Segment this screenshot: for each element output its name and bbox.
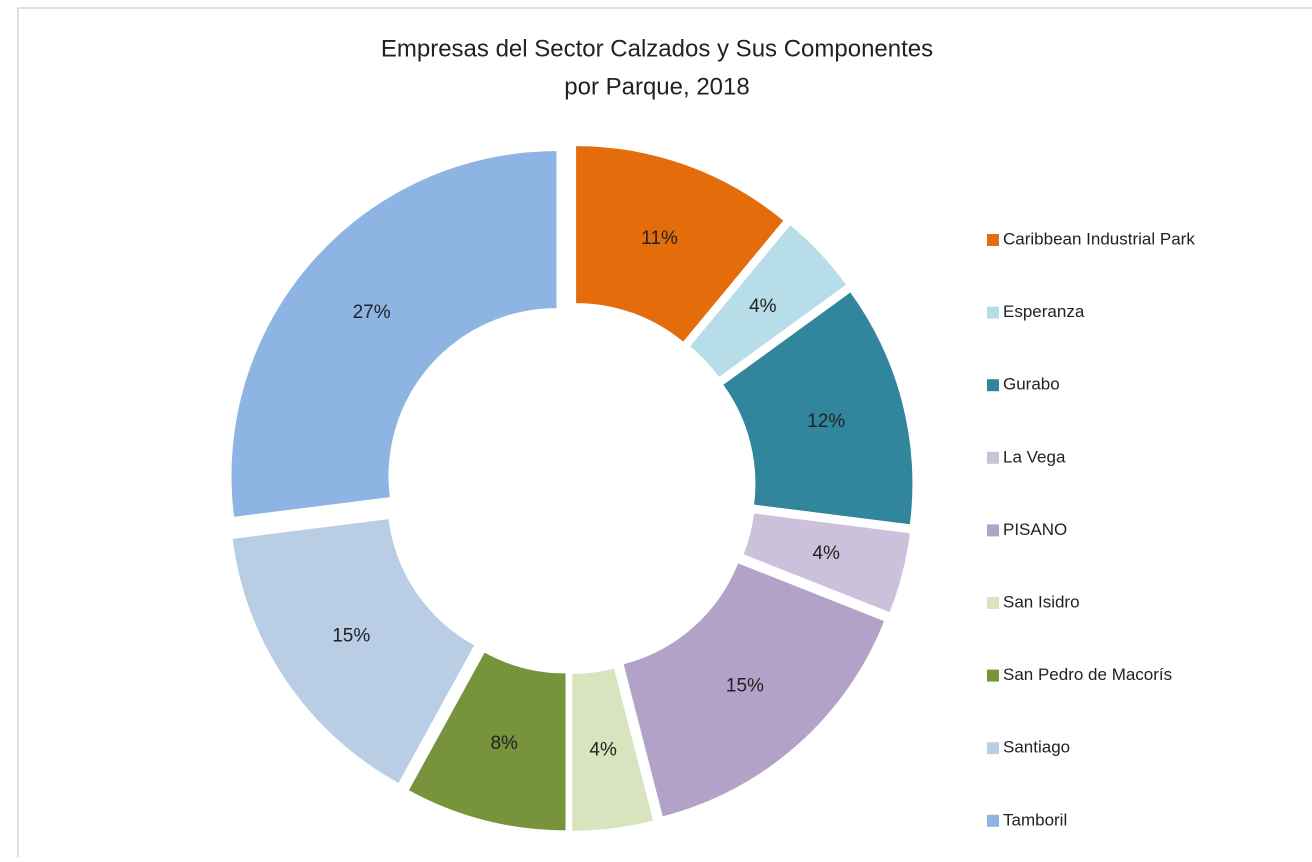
legend-swatch — [987, 814, 999, 827]
legend-swatch — [987, 306, 999, 319]
donut-slice — [623, 563, 885, 817]
legend-swatch — [987, 451, 999, 464]
legend-label: San Isidro — [1003, 592, 1080, 611]
data-label: 4% — [812, 543, 840, 564]
donut-slice — [690, 225, 847, 377]
data-label: 4% — [589, 739, 617, 760]
donut-slice — [231, 151, 557, 517]
legend-swatch — [987, 379, 999, 392]
legend-label: PISANO — [1003, 520, 1067, 539]
donut-slice — [408, 652, 566, 831]
legend-label: Santiago — [1003, 738, 1070, 757]
legend-swatch — [987, 669, 999, 682]
legend-swatch — [987, 234, 999, 246]
donut-slice — [743, 513, 910, 613]
chart-title: Empresas del Sector Calzados y Sus Compo… — [381, 35, 933, 62]
legend-label: La Vega — [1003, 447, 1066, 466]
data-label: 4% — [749, 296, 777, 317]
legend-label: San Pedro de Macorís — [1003, 665, 1172, 684]
chart-title: por Parque, 2018 — [564, 73, 749, 100]
donut-slice — [572, 668, 654, 831]
legend-label: Caribbean Industrial Park — [1003, 229, 1195, 248]
data-label: 11% — [641, 228, 678, 249]
data-label: 12% — [807, 411, 845, 432]
data-label: 15% — [332, 626, 370, 647]
legend-label: Gurabo — [1003, 375, 1060, 394]
data-label: 27% — [353, 302, 391, 323]
donut-slice — [576, 146, 784, 342]
legend-swatch — [987, 524, 999, 537]
data-label: 8% — [490, 733, 518, 754]
legend-label: Esperanza — [1003, 302, 1085, 321]
data-label: 15% — [726, 675, 764, 696]
legend-swatch — [987, 597, 999, 609]
legend-swatch — [987, 742, 999, 755]
donut-slice — [232, 519, 475, 783]
legend-label: Tamboril — [1003, 810, 1067, 829]
donut-slice — [723, 292, 913, 525]
